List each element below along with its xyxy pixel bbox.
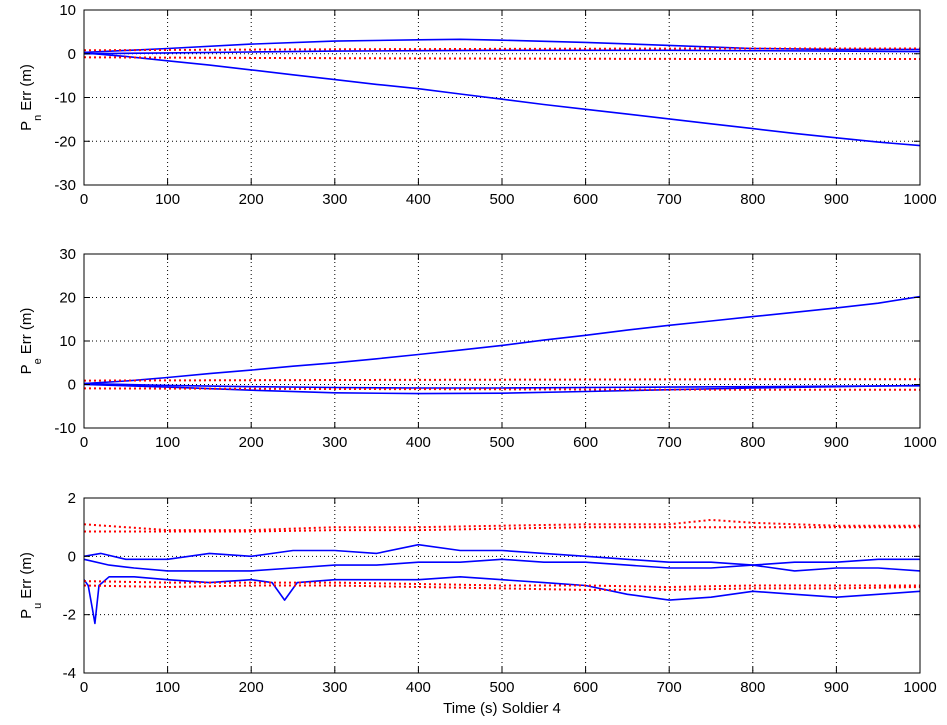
y-axis-label-base: P — [18, 609, 35, 619]
x-tick-label: 400 — [406, 434, 431, 451]
x-tick-label: 200 — [239, 434, 264, 451]
series-line-1 — [83, 543, 920, 566]
x-tick-label: 500 — [489, 191, 514, 208]
y-axis-label-subscript: e — [32, 358, 44, 364]
y-tick-label: -2 — [63, 607, 76, 624]
y-tick-label: -30 — [54, 177, 76, 194]
y-tick-label: -4 — [63, 665, 76, 682]
series-line-2 — [83, 38, 920, 54]
x-tick-label: 1000 — [903, 679, 936, 696]
y-tick-label: -10 — [54, 420, 76, 437]
y-axis-label-rest: Err (m) — [18, 552, 35, 599]
series-line-6 — [83, 580, 920, 588]
x-tick-label: 700 — [657, 434, 682, 451]
x-tick-label: 600 — [573, 434, 598, 451]
x-tick-label: 100 — [155, 434, 180, 451]
x-tick-label: 700 — [657, 679, 682, 696]
y-axis-label: Pu Err (m) — [18, 552, 44, 619]
series-line-4 — [83, 518, 920, 532]
series-line-2 — [83, 558, 921, 572]
x-tick-label: 600 — [573, 191, 598, 208]
y-tick-label: 30 — [59, 246, 76, 263]
x-axis-label: Time (s) Soldier 4 — [443, 700, 561, 717]
y-axis-label-subscript: n — [32, 115, 44, 121]
x-tick-label: 500 — [489, 679, 514, 696]
subplot-3: 0 100 200 300 400 500 600 700 800 900 1000 -4 -2 0 2 Pu… — [18, 490, 937, 717]
x-tick-label: 0 — [80, 191, 88, 208]
subplot-2: 0 100 200 300 400 500 600 700 800 900 1000-1001020… — [18, 246, 937, 451]
x-tick-label: 1000 — [903, 191, 936, 208]
axes-box — [83, 253, 921, 429]
y-tick-label: 10 — [59, 333, 76, 350]
x-tick-label: 0 — [80, 679, 88, 696]
x-tick-label: 900 — [824, 191, 849, 208]
y-tick-label: 20 — [59, 290, 76, 307]
x-tick-label: 100 — [155, 679, 180, 696]
series-line-4 — [83, 378, 920, 382]
series-line-1 — [83, 295, 921, 385]
series-line-2 — [83, 383, 921, 395]
y-tick-label: 0 — [68, 377, 76, 394]
y-axis-label-subscript: u — [32, 603, 44, 609]
x-tick-label: 200 — [239, 191, 264, 208]
series-line-1 — [83, 52, 921, 147]
y-axis-label-rest: Err (m) — [18, 64, 35, 111]
series-line-5 — [84, 526, 920, 533]
x-tick-label: 800 — [740, 679, 765, 696]
x-tick-label: 900 — [824, 434, 849, 451]
series-line-5 — [83, 387, 920, 391]
y-axis-label: Pe Err (m) — [18, 308, 44, 375]
x-tick-label: 1000 — [903, 434, 936, 451]
x-tick-label: 800 — [740, 191, 765, 208]
x-tick-label: 300 — [322, 679, 347, 696]
y-tick-label: 2 — [68, 490, 76, 507]
series-line-3 — [83, 576, 921, 625]
series-line-3 — [83, 49, 921, 55]
y-axis-label: Pn Err (m) — [18, 64, 44, 131]
y-tick-label: 10 — [59, 2, 76, 19]
series-line-7 — [83, 584, 921, 591]
x-tick-label: 400 — [406, 679, 431, 696]
x-tick-label: 700 — [657, 191, 682, 208]
y-tick-label: 0 — [68, 46, 76, 63]
x-tick-label: 300 — [322, 434, 347, 451]
y-axis-label-rest: Err (m) — [18, 308, 35, 355]
x-tick-label: 600 — [573, 679, 598, 696]
x-tick-label: 900 — [824, 679, 849, 696]
x-tick-label: 300 — [322, 191, 347, 208]
x-tick-label: 200 — [239, 679, 264, 696]
y-tick-label: 0 — [68, 548, 76, 565]
series-line-5 — [83, 56, 920, 60]
x-tick-label: 800 — [740, 434, 765, 451]
y-tick-label: -10 — [54, 90, 76, 107]
series-line-3 — [83, 382, 921, 389]
x-tick-label: 500 — [489, 434, 514, 451]
x-tick-label: 100 — [155, 191, 180, 208]
y-axis-label-base: P — [18, 121, 35, 131]
series-line-4 — [83, 47, 920, 52]
x-tick-label: 0 — [80, 434, 88, 451]
subplot-1: 0 100 200 300 400 500 600 700 800 900 1000-30-20-1… — [18, 2, 937, 208]
y-tick-label: -20 — [54, 133, 76, 150]
x-tick-label: 400 — [406, 191, 431, 208]
y-axis-label-base: P — [18, 364, 35, 374]
